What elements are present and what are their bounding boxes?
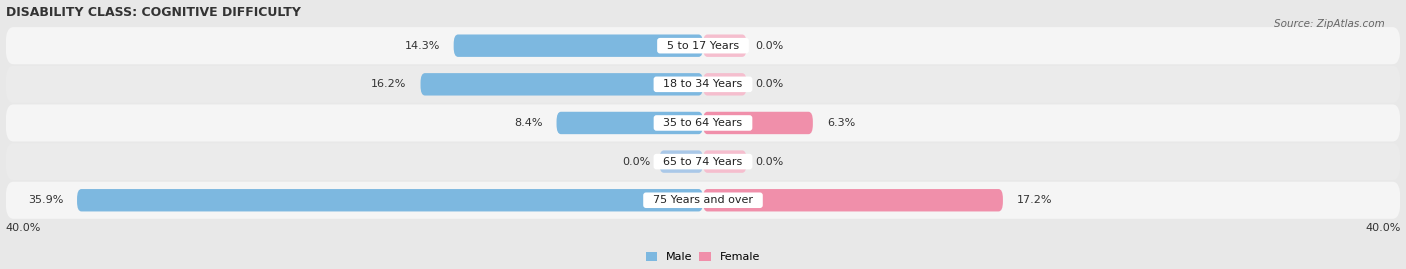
Text: 0.0%: 0.0% xyxy=(755,41,783,51)
Text: 8.4%: 8.4% xyxy=(515,118,543,128)
FancyBboxPatch shape xyxy=(6,66,1400,103)
FancyBboxPatch shape xyxy=(703,112,813,134)
Text: 65 to 74 Years: 65 to 74 Years xyxy=(657,157,749,167)
Legend: Male, Female: Male, Female xyxy=(647,252,759,262)
FancyBboxPatch shape xyxy=(6,104,1400,141)
FancyBboxPatch shape xyxy=(6,27,1400,64)
FancyBboxPatch shape xyxy=(454,34,703,57)
FancyBboxPatch shape xyxy=(659,150,703,173)
FancyBboxPatch shape xyxy=(703,34,747,57)
Text: 0.0%: 0.0% xyxy=(755,79,783,89)
FancyBboxPatch shape xyxy=(703,73,747,95)
FancyBboxPatch shape xyxy=(557,112,703,134)
Text: DISABILITY CLASS: COGNITIVE DIFFICULTY: DISABILITY CLASS: COGNITIVE DIFFICULTY xyxy=(6,6,301,19)
Text: 0.0%: 0.0% xyxy=(755,157,783,167)
FancyBboxPatch shape xyxy=(77,189,703,211)
Text: 40.0%: 40.0% xyxy=(1365,223,1400,233)
Text: 35 to 64 Years: 35 to 64 Years xyxy=(657,118,749,128)
Text: 40.0%: 40.0% xyxy=(6,223,41,233)
FancyBboxPatch shape xyxy=(6,143,1400,180)
Text: 5 to 17 Years: 5 to 17 Years xyxy=(659,41,747,51)
Text: 17.2%: 17.2% xyxy=(1017,195,1052,205)
Text: 35.9%: 35.9% xyxy=(28,195,63,205)
Text: 16.2%: 16.2% xyxy=(371,79,406,89)
Text: Source: ZipAtlas.com: Source: ZipAtlas.com xyxy=(1274,19,1385,29)
Text: 75 Years and over: 75 Years and over xyxy=(645,195,761,205)
Text: 18 to 34 Years: 18 to 34 Years xyxy=(657,79,749,89)
Text: 0.0%: 0.0% xyxy=(623,157,651,167)
Text: 6.3%: 6.3% xyxy=(827,118,855,128)
FancyBboxPatch shape xyxy=(6,182,1400,219)
Text: 14.3%: 14.3% xyxy=(405,41,440,51)
FancyBboxPatch shape xyxy=(703,150,747,173)
FancyBboxPatch shape xyxy=(703,189,1002,211)
FancyBboxPatch shape xyxy=(420,73,703,95)
